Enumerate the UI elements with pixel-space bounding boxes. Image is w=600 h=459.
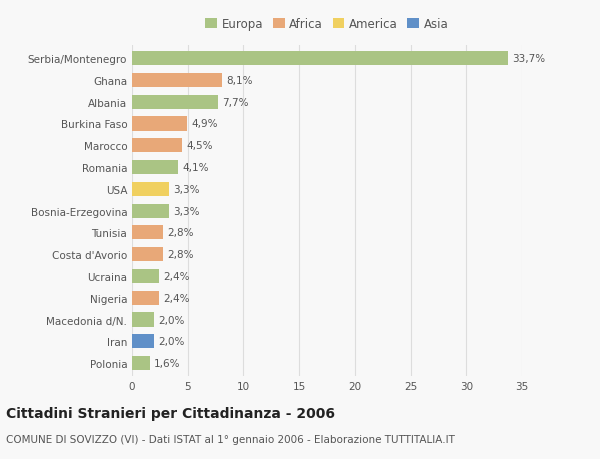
Bar xyxy=(132,204,169,218)
Bar xyxy=(132,335,154,349)
Text: 3,3%: 3,3% xyxy=(173,185,200,195)
Bar xyxy=(132,226,163,240)
Bar xyxy=(132,73,222,88)
Text: 7,7%: 7,7% xyxy=(222,97,249,107)
Text: 2,8%: 2,8% xyxy=(167,250,194,260)
Text: 2,8%: 2,8% xyxy=(167,228,194,238)
Text: 8,1%: 8,1% xyxy=(227,76,253,86)
Text: 2,4%: 2,4% xyxy=(163,293,190,303)
Bar xyxy=(132,291,159,305)
Bar xyxy=(132,117,187,131)
Text: 33,7%: 33,7% xyxy=(512,54,545,64)
Bar xyxy=(132,182,169,196)
Text: Cittadini Stranieri per Cittadinanza - 2006: Cittadini Stranieri per Cittadinanza - 2… xyxy=(6,406,335,420)
Bar xyxy=(132,269,159,284)
Text: 4,9%: 4,9% xyxy=(191,119,218,129)
Text: COMUNE DI SOVIZZO (VI) - Dati ISTAT al 1° gennaio 2006 - Elaborazione TUTTITALIA: COMUNE DI SOVIZZO (VI) - Dati ISTAT al 1… xyxy=(6,434,455,444)
Text: 3,3%: 3,3% xyxy=(173,206,200,216)
Bar xyxy=(132,313,154,327)
Bar xyxy=(132,95,218,110)
Text: 1,6%: 1,6% xyxy=(154,358,181,368)
Text: 4,1%: 4,1% xyxy=(182,162,209,173)
Bar xyxy=(132,161,178,175)
Bar xyxy=(132,356,150,370)
Bar xyxy=(132,52,508,66)
Legend: Europa, Africa, America, Asia: Europa, Africa, America, Asia xyxy=(203,16,451,34)
Bar xyxy=(132,139,182,153)
Text: 2,4%: 2,4% xyxy=(163,271,190,281)
Text: 2,0%: 2,0% xyxy=(159,315,185,325)
Bar xyxy=(132,247,163,262)
Text: 4,5%: 4,5% xyxy=(187,141,213,151)
Text: 2,0%: 2,0% xyxy=(159,336,185,347)
